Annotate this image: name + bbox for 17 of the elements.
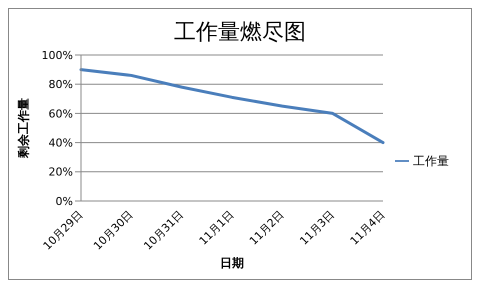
- x-tick-label: 11月1日: [196, 208, 236, 248]
- y-tick-label: 100%: [42, 48, 73, 62]
- y-tick-label: 0%: [56, 194, 73, 208]
- x-axis-title: 日期: [220, 256, 244, 270]
- y-tick-label: 60%: [48, 107, 73, 120]
- x-tick-label: 11月2日: [246, 208, 287, 248]
- x-tick-label: 10月29日: [40, 208, 86, 253]
- y-tick-label: 40%: [48, 136, 73, 150]
- x-tick-label: 10月31日: [141, 208, 186, 253]
- y-axis-title: 剩余工作量: [16, 98, 30, 159]
- chart-title: 工作量燃尽图: [173, 19, 307, 47]
- y-tick-label: 80%: [48, 78, 73, 92]
- y-tick-label: 20%: [48, 166, 73, 179]
- legend-label: 工作量: [413, 154, 449, 168]
- x-tick-label: 11月3日: [297, 208, 337, 248]
- x-tick-label: 11月4日: [348, 208, 388, 248]
- x-tick-label: 10月30日: [91, 208, 136, 253]
